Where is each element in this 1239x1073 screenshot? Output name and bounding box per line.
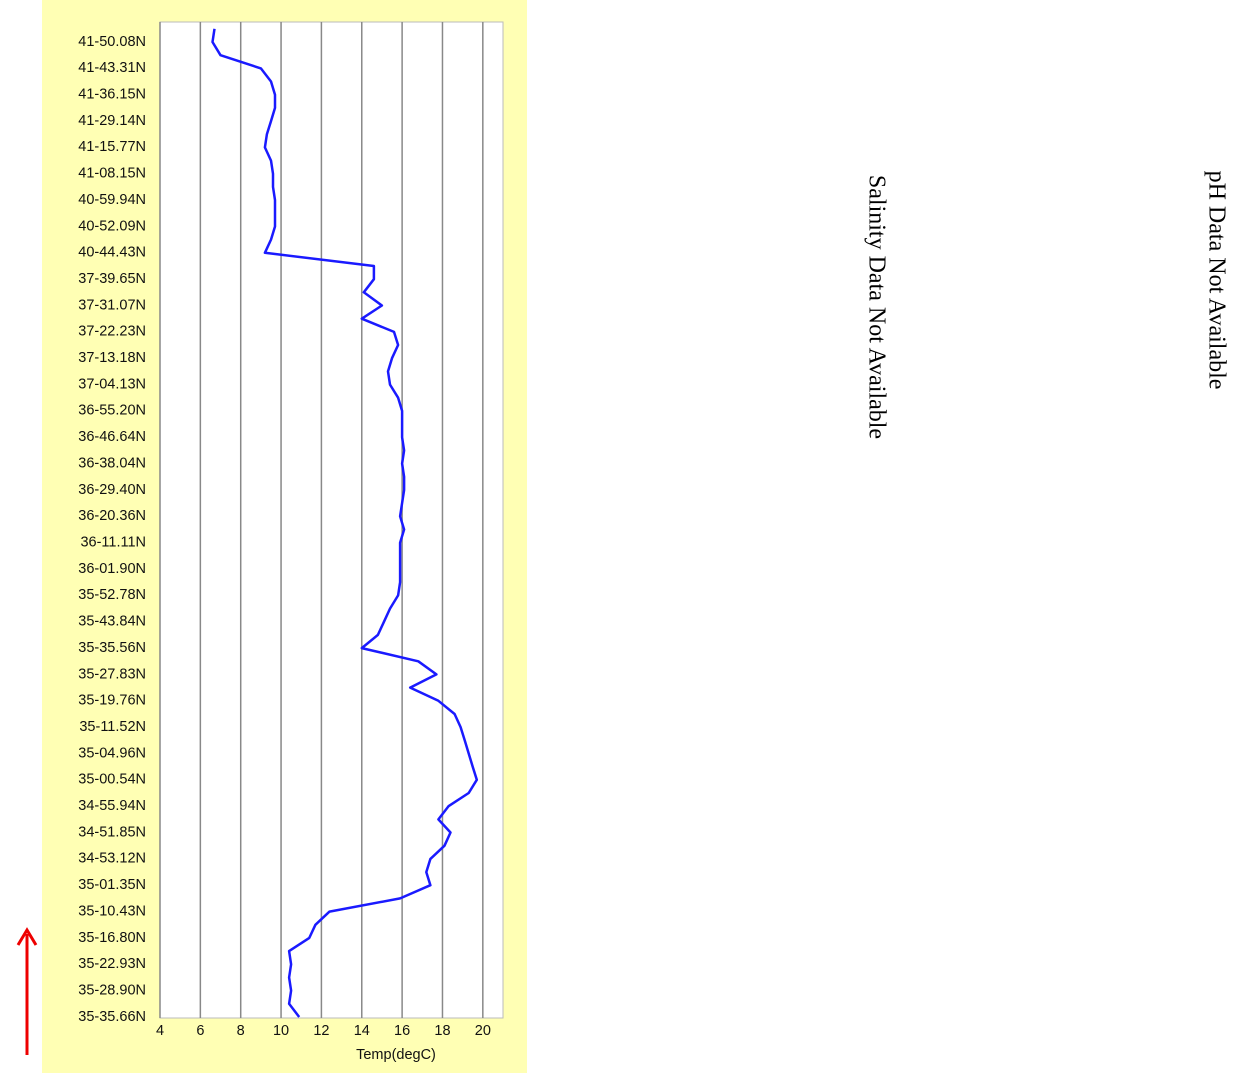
y-tick-label: 36-20.36N (78, 508, 146, 524)
temperature-line (211, 28, 479, 1018)
y-tick-label: 40-52.09N (78, 218, 146, 234)
y-tick-label: 35-27.83N (78, 666, 146, 682)
y-tick-label: 35-01.35N (78, 877, 146, 893)
y-tick-label: 35-16.80N (78, 930, 146, 946)
y-tick-label: 41-29.14N (78, 113, 146, 129)
y-tick-label: 35-22.93N (78, 956, 146, 972)
y-tick-label: 36-11.11N (80, 535, 146, 551)
y-tick-label: 35-04.96N (78, 745, 146, 761)
y-tick-label: 37-31.07N (78, 297, 146, 313)
y-tick-label: 35-10.43N (78, 903, 146, 919)
x-axis-label: Temp(degC) (356, 1047, 436, 1063)
x-tick-label: 16 (394, 1023, 410, 1039)
y-tick-label: 35-28.90N (78, 982, 146, 998)
x-tick-label: 4 (156, 1023, 164, 1039)
y-tick-label: 34-53.12N (78, 851, 146, 867)
y-tick-label: 40-44.43N (78, 245, 146, 261)
x-tick-label: 18 (434, 1023, 450, 1039)
x-tick-label: 20 (475, 1023, 491, 1039)
y-tick-label: 40-59.94N (78, 192, 146, 208)
y-tick-label: 37-22.23N (78, 324, 146, 340)
y-tick-label: 41-08.15N (78, 166, 146, 182)
x-tick-label: 10 (273, 1023, 289, 1039)
y-tick-label: 34-55.94N (78, 798, 146, 814)
y-tick-label: 36-01.90N (78, 561, 146, 577)
plot-area (159, 21, 504, 1019)
y-tick-label: 36-55.20N (78, 403, 146, 419)
x-tick-label: 14 (354, 1023, 370, 1039)
y-tick-label: 35-35.66N (78, 1009, 146, 1025)
y-tick-label: 41-15.77N (78, 139, 146, 155)
annotation: Salinity Data Not Available (863, 175, 889, 439)
y-tick-label: 36-46.64N (78, 429, 146, 445)
y-tick-label: 35-43.84N (78, 614, 146, 630)
y-tick-label: 36-38.04N (78, 455, 146, 471)
y-tick-label: 41-50.08N (78, 34, 146, 50)
y-tick-label: 41-36.15N (78, 87, 146, 103)
y-tick-label: 36-29.40N (78, 482, 146, 498)
y-tick-label: 37-13.18N (78, 350, 146, 366)
y-tick-label: 37-39.65N (78, 271, 146, 287)
y-tick-label: 35-52.78N (78, 587, 146, 603)
y-tick-label: 34-51.85N (78, 824, 146, 840)
y-tick-label: 37-04.13N (78, 376, 146, 392)
x-tick-label: 8 (237, 1023, 245, 1039)
x-tick-label: 6 (196, 1023, 204, 1039)
y-tick-label: 35-11.52N (79, 719, 146, 735)
y-tick-label: 35-35.56N (78, 640, 146, 656)
annotation: pH Data Not Available (1203, 171, 1229, 390)
x-tick-label: 12 (313, 1023, 329, 1039)
y-tick-label: 35-00.54N (78, 772, 146, 788)
y-tick-label: 35-19.76N (78, 693, 146, 709)
y-tick-label: 41-43.31N (78, 60, 146, 76)
direction-arrow (16, 927, 38, 1055)
